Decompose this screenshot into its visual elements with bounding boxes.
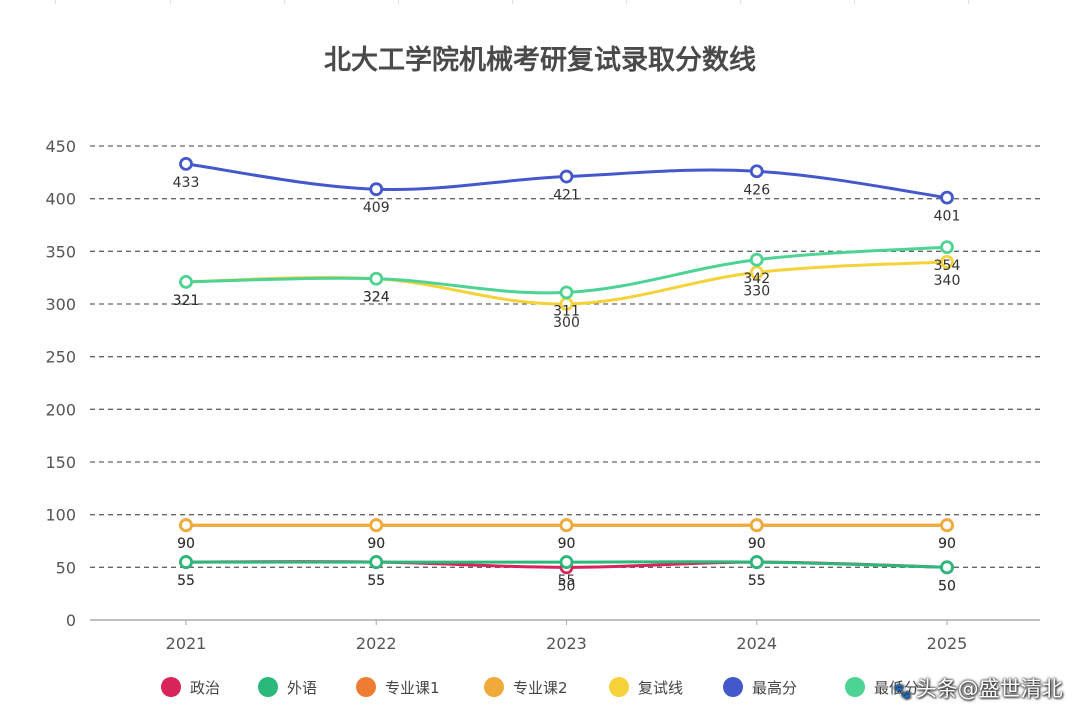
data-label: 90: [558, 536, 576, 552]
data-point: [559, 555, 574, 569]
data-label: 330: [743, 283, 770, 299]
data-point: [940, 190, 954, 205]
data-point: [369, 555, 384, 569]
legend-swatch: [356, 677, 376, 697]
x-tick-label: 2024: [736, 634, 777, 653]
data-point: [940, 240, 954, 255]
legend-label: 最高分: [752, 679, 797, 697]
data-label: 324: [363, 290, 390, 306]
data-label: 55: [748, 573, 766, 589]
data-label: 340: [934, 273, 961, 289]
legend-swatch: [723, 677, 743, 697]
watermark: 🐾 头条@盛世清北: [893, 673, 1063, 703]
legend-swatch: [845, 677, 865, 697]
data-point: [749, 265, 764, 280]
y-tick-label: 100: [45, 506, 76, 525]
data-point: [559, 169, 574, 184]
data-label: 55: [367, 573, 385, 589]
x-tick-label: 2022: [356, 634, 397, 653]
data-point: [179, 518, 193, 533]
data-point: [179, 274, 193, 289]
data-label: 354: [934, 258, 961, 274]
legend-swatch: [161, 677, 181, 697]
data-label: 50: [938, 578, 956, 594]
data-point: [940, 560, 954, 575]
data-label: 90: [367, 536, 385, 552]
x-tick-label: 2025: [927, 634, 968, 653]
legend-label: 专业课2: [513, 679, 568, 697]
data-label: 55: [558, 573, 576, 589]
y-tick-label: 250: [45, 348, 76, 367]
data-label: 324: [363, 290, 390, 306]
legend-label: 最低分: [874, 679, 919, 697]
legend-swatch: [609, 677, 629, 697]
data-label: 55: [177, 573, 195, 589]
data-label: 311: [553, 303, 580, 319]
data-label: 50: [558, 578, 576, 594]
data-label: 321: [173, 293, 200, 309]
data-label: 401: [934, 209, 961, 225]
data-label: 90: [938, 536, 956, 552]
y-tick-label: 200: [45, 400, 76, 419]
data-label: 300: [553, 315, 580, 331]
data-label: 421: [553, 188, 580, 204]
data-point: [369, 182, 384, 197]
data-point: [369, 518, 384, 533]
legend-label: 专业课1: [385, 679, 440, 697]
data-label: 90: [177, 536, 195, 552]
top-divider: [0, 0, 1080, 4]
data-label: 55: [177, 573, 195, 589]
data-label: 90: [558, 536, 576, 552]
data-point: [749, 252, 764, 267]
chart-title: 北大工学院机械考研复试录取分数线: [324, 45, 756, 76]
data-point: [940, 518, 954, 533]
legend-label: 政治: [190, 679, 220, 697]
legend-swatch: [258, 677, 278, 697]
data-label: 90: [748, 536, 766, 552]
data-label: 321: [173, 293, 200, 309]
data-label: 55: [367, 573, 385, 589]
data-point: [749, 518, 764, 533]
y-tick-label: 400: [45, 190, 76, 209]
data-label: 90: [748, 536, 766, 552]
y-tick-label: 350: [45, 242, 76, 261]
data-label: 90: [938, 536, 956, 552]
data-label: 90: [177, 536, 195, 552]
data-point: [369, 271, 384, 286]
data-point: [940, 254, 954, 269]
x-tick-label: 2021: [166, 634, 207, 653]
data-label: 433: [173, 175, 200, 191]
data-label: 90: [367, 536, 385, 552]
data-label: 409: [363, 200, 390, 216]
data-point: [179, 157, 193, 171]
y-tick-label: 0: [66, 611, 76, 630]
data-label: 50: [938, 578, 956, 594]
data-label: 342: [743, 271, 770, 287]
data-label: 55: [748, 573, 766, 589]
y-tick-label: 450: [45, 137, 76, 156]
data-point: [179, 555, 193, 569]
data-point: [559, 285, 574, 300]
data-point: [559, 518, 574, 533]
y-tick-label: 300: [45, 295, 76, 314]
x-tick-label: 2023: [546, 634, 587, 653]
data-label: 426: [743, 182, 770, 198]
data-point: [749, 555, 764, 569]
legend-label: 复试线: [638, 679, 683, 697]
legend-swatch: [484, 677, 504, 697]
paw-icon: 🐾: [893, 682, 912, 700]
legend-label: 外语: [287, 679, 317, 697]
data-point: [749, 164, 764, 179]
watermark-text: 头条@盛世清北: [915, 677, 1063, 701]
y-tick-label: 50: [56, 558, 76, 577]
y-tick-label: 150: [45, 453, 76, 472]
